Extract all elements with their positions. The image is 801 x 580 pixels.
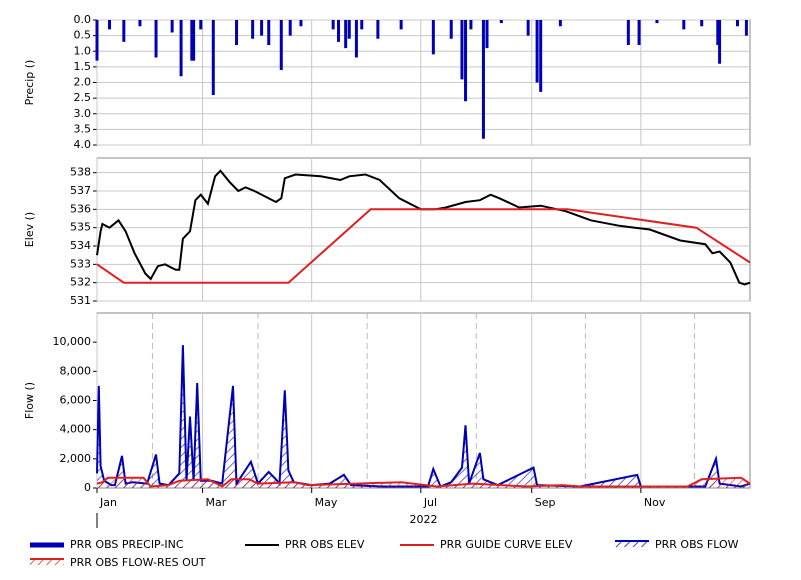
bar [279,20,283,70]
bar [344,20,348,49]
bar [260,20,264,36]
bar [190,20,194,61]
y-axis-label: Elev () [23,212,36,247]
bar [267,20,271,45]
y-tick-label: 3.5 [74,122,92,135]
bar [376,20,380,39]
bar [460,20,464,80]
bar [735,20,739,27]
y-tick-label: 534 [70,239,91,252]
bar [354,20,358,58]
x-tick-label: Jan [99,496,117,509]
bar [700,20,704,27]
y-tick-label: 536 [70,202,91,215]
y-tick-label: 4,000 [60,423,92,436]
bar [449,20,453,39]
bar [235,20,239,45]
bar [347,20,351,39]
bar [716,20,720,45]
y-tick-label: 1.5 [74,60,92,73]
bar [469,20,473,30]
bar [744,20,748,36]
y-tick-label: 537 [70,184,91,197]
x-tick-label: May [315,496,338,509]
bar [499,20,503,24]
legend-swatch [30,559,64,565]
bar [122,20,126,42]
bar [526,20,530,36]
legend-swatch [615,541,649,547]
bar [179,20,183,77]
bar [655,20,659,24]
y-tick-label: 8,000 [60,364,92,377]
y-tick-label: 1.0 [74,44,92,57]
bar [431,20,435,55]
bar [170,20,174,33]
bar [337,20,341,42]
bar [154,20,158,58]
bar [539,20,543,92]
y-axis-label: Precip () [23,60,36,106]
bar [108,20,112,30]
bar [399,20,403,30]
bar [331,20,335,30]
bar [211,20,215,95]
bar [637,20,641,45]
bar [682,20,686,30]
bar [138,20,142,27]
legend-label: PRR OBS FLOW-RES OUT [70,556,206,569]
y-tick-label: 0.0 [74,13,92,26]
series-line [96,476,751,488]
legend-label: PRR OBS ELEV [285,538,365,551]
bar [718,20,722,64]
legend-label: PRR OBS FLOW [655,538,739,551]
y-tick-label: 3.0 [74,107,92,120]
area-fill [97,477,750,488]
x-axis-label: 2022 [410,513,438,526]
y-tick-label: 2,000 [60,452,92,465]
series-line [96,208,751,284]
bar [485,20,489,49]
y-tick-label: 538 [70,166,91,179]
y-tick-label: 10,000 [53,335,92,348]
bar [299,20,303,27]
y-tick-label: 531 [70,294,91,307]
y-tick-label: 6,000 [60,394,92,407]
y-tick-label: 2.0 [74,76,92,89]
x-tick-label: Nov [644,496,666,509]
y-tick-label: 0 [84,481,91,494]
legend-label: PRR GUIDE CURVE ELEV [440,538,573,551]
bar [199,20,203,30]
legend-label: PRR OBS PRECIP-INC [70,538,184,551]
y-tick-label: 535 [70,221,91,234]
y-tick-label: 533 [70,257,91,270]
bar [481,20,485,139]
bar [360,20,364,30]
y-tick-label: 2.5 [74,91,92,104]
series-line [96,169,751,286]
x-tick-label: Jul [423,496,437,509]
bar [535,20,539,83]
x-tick-label: Sep [535,496,556,509]
bar [192,20,196,61]
y-axis-label: Flow () [23,382,36,419]
bar [251,20,255,39]
y-tick-label: 532 [70,276,91,289]
bar [626,20,630,45]
y-tick-label: 0.5 [74,29,92,42]
bar [464,20,468,102]
bar [95,20,99,61]
bar [558,20,562,27]
y-tick-label: 4.0 [74,138,92,151]
x-tick-label: Mar [206,496,227,509]
bar [288,20,292,36]
